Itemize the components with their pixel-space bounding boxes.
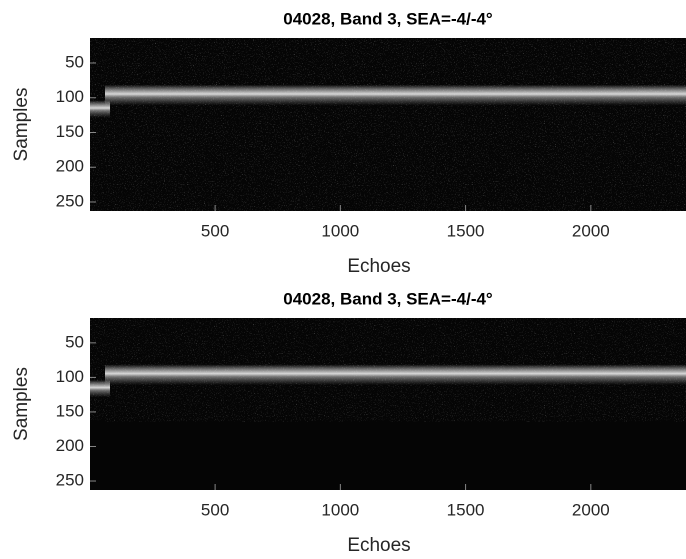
chart-title: 04028, Band 3, SEA=-4/-4° — [283, 9, 493, 28]
x-tick-label: 500 — [201, 500, 229, 519]
y-tick-label: 200 — [56, 436, 84, 455]
x-tick-label: 2000 — [572, 500, 610, 519]
x-tick-label: 2000 — [572, 221, 610, 240]
x-axis-label: Echoes — [347, 535, 410, 556]
x-tick-label: 1000 — [321, 221, 359, 240]
surface-band-left — [90, 100, 110, 118]
x-axis-label: Echoes — [347, 256, 410, 277]
y-tick-label: 50 — [65, 52, 84, 71]
y-tick-label: 150 — [56, 122, 84, 141]
y-axis-label: Samples — [11, 367, 32, 441]
chart-title: 04028, Band 3, SEA=-4/-4° — [283, 289, 493, 308]
x-tick-label: 500 — [201, 221, 229, 240]
surface-band-left — [90, 379, 110, 398]
y-tick-label: 250 — [56, 471, 84, 490]
x-tick-label: 1500 — [447, 221, 485, 240]
x-tick-label: 1000 — [321, 500, 359, 519]
surface-band — [105, 84, 686, 106]
y-tick-label: 100 — [56, 87, 84, 106]
y-tick-label: 50 — [65, 332, 84, 351]
y-tick-label: 250 — [56, 191, 84, 210]
y-axis-label: Samples — [11, 88, 32, 162]
x-tick-label: 1500 — [447, 500, 485, 519]
y-tick-label: 100 — [56, 367, 84, 386]
image-noise — [90, 38, 686, 211]
surface-band — [105, 364, 686, 386]
y-tick-label: 200 — [56, 157, 84, 176]
y-tick-label: 150 — [56, 401, 84, 420]
